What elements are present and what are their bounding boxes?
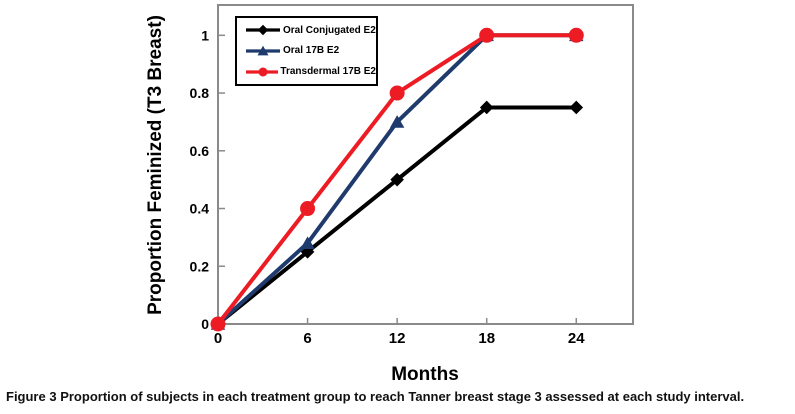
series-line-oral-conjugated-e2 — [216, 105, 577, 326]
legend-item: Transdermal 17B E2 — [245, 63, 376, 81]
legend: Oral Conjugated E2 Oral 17B E2 Transderm… — [235, 16, 378, 86]
legend-marker — [257, 25, 269, 36]
x-tick-label: 6 — [303, 330, 311, 347]
chart-canvas: 0 6 12 18 24 0 0.2 0.4 0.6 0.8 1 Months Proportion… — [145, 4, 634, 385]
y-tick-label: 0.8 — [190, 85, 210, 101]
plot-frame — [217, 4, 634, 325]
legend-marker — [257, 45, 269, 56]
triangle-marker-oral-17b-e2 — [300, 236, 315, 249]
circle-marker-transdermal-17b-e2 — [479, 27, 495, 43]
legend-label: Oral Conjugated E2 — [283, 24, 376, 36]
diamond-marker-oral-conjugated-e2 — [390, 172, 404, 187]
caption-label: Figure 3 — [6, 389, 57, 404]
legend-marker — [258, 67, 268, 77]
circle-marker-transdermal-17b-e2 — [300, 201, 316, 217]
circle-marker-swatch-icon — [246, 67, 279, 77]
diamond-marker-swatch-icon — [246, 25, 280, 36]
triangle-marker-swatch-icon — [246, 45, 280, 56]
legend-item: Oral 17B E2 — [245, 42, 376, 60]
y-tick-label: 0.2 — [190, 258, 210, 274]
x-tick-label: 12 — [389, 330, 406, 347]
x-tick-label: 18 — [478, 330, 495, 347]
diamond-marker-oral-conjugated-e2 — [479, 100, 494, 115]
diamond-marker-oral-conjugated-e2 — [569, 100, 584, 115]
data-series — [210, 27, 584, 332]
caption-text: Proportion of subjects in each treatment… — [60, 389, 745, 404]
legend-item: Oral Conjugated E2 — [245, 21, 376, 39]
x-axis-title: Months — [391, 364, 459, 385]
y-tick-label: 0.4 — [190, 201, 210, 217]
y-tick-label: 0.6 — [190, 143, 210, 159]
plot-border — [217, 4, 634, 325]
legend-label: Transdermal 17B E2 — [280, 66, 376, 78]
legend-label: Oral 17B E2 — [283, 45, 340, 57]
y-tick-label: 1 — [201, 27, 209, 43]
circle-marker-transdermal-17b-e2 — [210, 316, 226, 332]
y-axis-title: Proportion Feminized (T3 Breast) — [145, 15, 166, 315]
x-tick-label: 24 — [568, 330, 585, 347]
circle-marker-transdermal-17b-e2 — [389, 85, 405, 101]
figure-caption: Figure 3 Proportion of subjects in each … — [6, 389, 789, 405]
circle-marker-transdermal-17b-e2 — [568, 27, 584, 43]
triangle-marker-oral-17b-e2 — [389, 115, 405, 128]
y-tick-label: 0 — [201, 316, 209, 332]
x-tick-label: 0 — [214, 330, 222, 347]
